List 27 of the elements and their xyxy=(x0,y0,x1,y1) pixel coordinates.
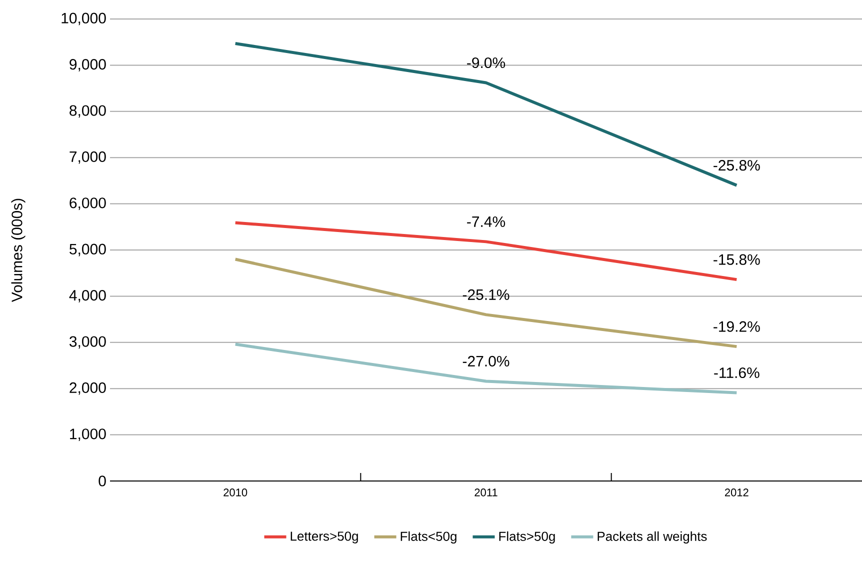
annotation: -7.4% xyxy=(467,216,506,227)
x-tick-label: 2012 xyxy=(724,488,748,496)
annotation: -25.8% xyxy=(714,160,760,171)
y-tick-label: 9,000 xyxy=(70,59,106,72)
y-tick-label: 8,000 xyxy=(70,105,106,118)
x-tick-label: 2011 xyxy=(474,488,498,496)
y-tick-label: 0 xyxy=(98,476,106,486)
y-tick-label: 5,000 xyxy=(70,244,106,256)
y-tick-label: 6,000 xyxy=(70,198,106,210)
y-tick-label: 7,000 xyxy=(70,151,106,164)
annotation: -15.8% xyxy=(714,254,760,265)
x-tick-label: 2010 xyxy=(224,488,248,496)
y-tick-label: 2,000 xyxy=(70,382,106,395)
annotation: -19.2% xyxy=(714,321,760,332)
y-tick-label: 3,000 xyxy=(69,336,106,349)
legend-label: Packets all weights xyxy=(598,531,707,544)
y-tick-label: 1,000 xyxy=(70,428,106,441)
annotation: -27.0% xyxy=(462,356,510,367)
annotation: -9.0% xyxy=(467,57,506,68)
legend-label: Flats>50g xyxy=(499,531,555,544)
annotation: -11.6% xyxy=(714,367,760,378)
y-tick-label: 4,000 xyxy=(69,290,106,302)
legend-label: Letters>50g xyxy=(290,532,358,544)
annotation: -25.1% xyxy=(462,289,510,300)
y-axis-title: Volumes (000s) xyxy=(11,198,26,302)
y-tick-label: 10,000 xyxy=(62,12,106,26)
legend-label: Flats<50g xyxy=(400,531,456,544)
